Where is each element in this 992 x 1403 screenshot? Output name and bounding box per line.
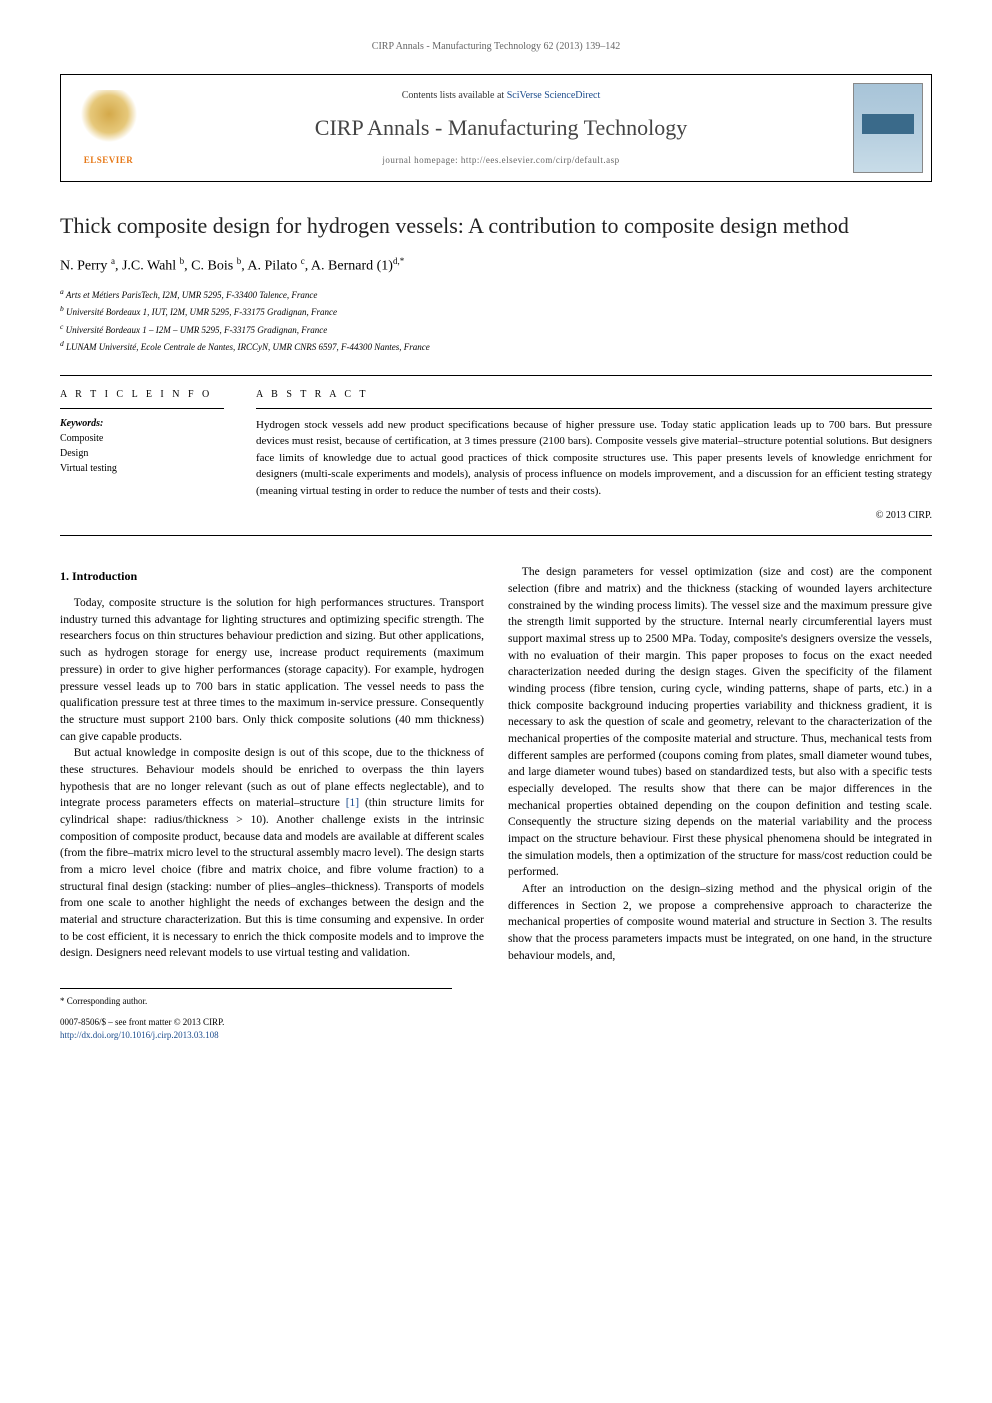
affiliation-line: d LUNAM Université, Ecole Centrale de Na… [60,338,932,355]
corresponding-author-note: * Corresponding author. [60,995,452,1008]
keyword: Design [60,446,224,461]
section-heading: 1. Introduction [60,568,484,585]
elsevier-logo: ELSEVIER [69,83,149,173]
footer-block: * Corresponding author. 0007-8506/$ – se… [60,988,452,1041]
contents-prefix: Contents lists available at [402,90,507,101]
affiliations: a Arts et Métiers ParisTech, I2M, UMR 52… [60,286,932,355]
journal-banner: ELSEVIER Contents lists available at Sci… [60,74,932,182]
info-abstract-row: A R T I C L E I N F O Keywords: Composit… [60,375,932,537]
author-list: N. Perry a, J.C. Wahl b, C. Bois b, A. P… [60,255,932,276]
body-paragraph: But actual knowledge in composite design… [60,745,484,962]
body-paragraph: The design parameters for vessel optimiz… [508,564,932,881]
article-title: Thick composite design for hydrogen vess… [60,212,932,241]
copyright-line: © 2013 CIRP. [256,509,932,523]
keywords-list: CompositeDesignVirtual testing [60,431,224,476]
keywords-label: Keywords: [60,417,224,431]
contents-line: Contents lists available at SciVerse Sci… [161,89,841,103]
body-paragraph: After an introduction on the design–sizi… [508,881,932,964]
affiliation-line: a Arts et Métiers ParisTech, I2M, UMR 52… [60,286,932,303]
keyword: Virtual testing [60,461,224,476]
abstract-heading: A B S T R A C T [256,388,932,409]
keyword: Composite [60,431,224,446]
elsevier-tree-icon [79,90,139,150]
issn-line: 0007-8506/$ – see front matter © 2013 CI… [60,1016,452,1029]
journal-homepage[interactable]: journal homepage: http://ees.elsevier.co… [161,154,841,167]
affiliation-line: b Université Bordeaux 1, IUT, I2M, UMR 5… [60,303,932,320]
affiliation-line: c Université Bordeaux 1 – I2M – UMR 5295… [60,321,932,338]
article-info-heading: A R T I C L E I N F O [60,388,224,409]
article-info-block: A R T I C L E I N F O Keywords: Composit… [60,376,240,536]
body-columns: 1. Introduction Today, composite structu… [60,564,932,964]
running-header: CIRP Annals - Manufacturing Technology 6… [60,40,932,54]
journal-cover-thumbnail [853,83,923,173]
abstract-block: A B S T R A C T Hydrogen stock vessels a… [240,376,932,536]
banner-center: Contents lists available at SciVerse Sci… [149,89,853,166]
body-paragraph: Today, composite structure is the soluti… [60,595,484,745]
section-title: Introduction [72,569,137,583]
section-number: 1. [60,569,69,583]
journal-title: CIRP Annals - Manufacturing Technology [161,113,841,144]
doi-link[interactable]: http://dx.doi.org/10.1016/j.cirp.2013.03… [60,1029,452,1042]
sciverse-link[interactable]: SciVerse ScienceDirect [507,90,601,101]
elsevier-wordmark: ELSEVIER [84,154,134,167]
abstract-text: Hydrogen stock vessels add new product s… [256,417,932,500]
reference-link[interactable]: [1] [346,797,359,809]
